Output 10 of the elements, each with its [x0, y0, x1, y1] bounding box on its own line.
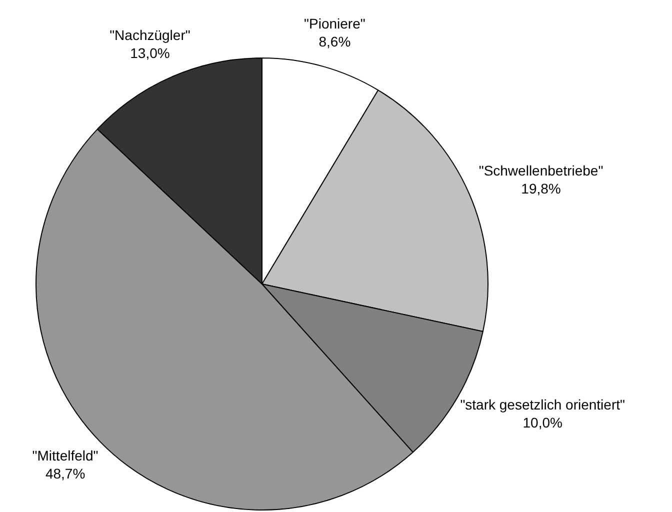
- data-label: 19,8%: [521, 180, 561, 196]
- data-label: 8,6%: [318, 33, 351, 50]
- slice-label: "Nachzügler": [110, 27, 190, 44]
- data-label: 13,0%: [130, 45, 170, 62]
- slice-label: "Mittelfeld": [32, 448, 98, 464]
- slice-label: "stark gesetzlich orientiert": [460, 396, 626, 412]
- slice-label: "Schwellenbetriebe": [478, 162, 604, 178]
- slice-label: "Pioniere": [304, 15, 366, 32]
- data-label: 10,0%: [522, 414, 562, 430]
- data-label: 48,7%: [45, 466, 86, 482]
